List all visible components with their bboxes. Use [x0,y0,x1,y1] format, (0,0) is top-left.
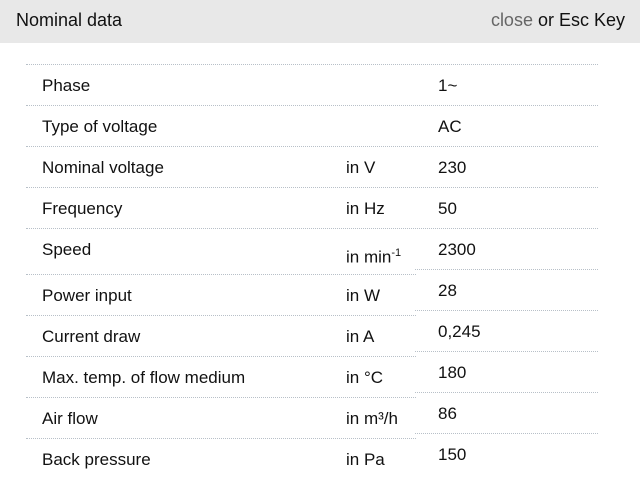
row-label: Phase [42,76,91,95]
row-unit: in m³/h [346,409,398,429]
row-value-cell: 0,245 [415,310,598,352]
table-row: Max. temp. of flow medium in °C [26,356,416,398]
unit-text: in A [346,327,375,346]
unit-text: in min [346,247,392,267]
row-value: AC [438,117,462,136]
row-unit: in V [346,158,375,178]
row-value-cell: 28 [415,269,598,311]
row-unit: in min-1 [346,247,401,268]
row-value: 50 [438,199,457,218]
row-value: 150 [438,445,467,464]
row-value-cell: 230 [415,146,598,188]
row-label: Type of voltage [42,117,158,136]
table-row: Power input in W [26,274,416,316]
row-value-cell: 180 [415,351,598,393]
unit-text: in Hz [346,199,385,218]
row-value-cell: 150 [415,433,598,475]
close-hint: close or Esc Key [491,10,625,31]
row-unit: in W [346,286,380,306]
unit-text: in Pa [346,450,385,469]
unit-text: in °C [346,368,384,387]
row-value: 86 [438,404,457,423]
row-value: 2300 [438,240,476,259]
table-row: Back pressure in Pa [26,438,416,480]
row-label: Nominal voltage [42,158,164,177]
unit-text: in m³/h [346,409,398,428]
row-value-cell: 86 [415,392,598,434]
row-value-cell: 50 [415,187,598,229]
row-label: Max. temp. of flow medium [42,368,246,387]
row-unit: in °C [346,368,383,388]
row-value: 1~ [438,76,458,95]
row-unit: in A [346,327,374,347]
table-row: Phase [26,64,416,106]
row-label: Current draw [42,327,141,346]
table-row: Nominal voltage in V [26,146,416,188]
unit-text: in V [346,158,376,177]
row-label: Frequency [42,199,123,218]
table-row: Air flow in m³/h [26,397,416,439]
close-link[interactable]: close [490,10,533,30]
row-label: Back pressure [42,450,151,469]
table-row: Type of voltage [26,105,416,147]
row-label: Air flow [42,409,98,428]
dialog-header: Nominal data close or Esc Key [0,0,640,43]
dialog-title: Nominal data [16,10,123,30]
table-row: Speed in min-1 [26,228,416,275]
row-value-cell: 2300 [415,228,598,270]
close-hint-suffix: or Esc Key [532,10,625,30]
unit-text: in W [346,286,380,305]
row-unit: in Hz [346,199,385,219]
row-value-cell: 1~ [415,64,598,106]
unit-superscript: -1 [391,247,402,259]
row-label: Power input [42,286,132,305]
row-value: 230 [438,158,467,177]
row-unit: in Pa [346,450,385,470]
table-row: Frequency in Hz [26,187,416,229]
row-value-cell: AC [415,105,598,147]
row-label: Speed [42,240,92,259]
row-value: 28 [438,281,457,300]
row-value: 0,245 [438,322,481,341]
table-row: Current draw in A [26,315,416,357]
row-value: 180 [438,363,467,382]
